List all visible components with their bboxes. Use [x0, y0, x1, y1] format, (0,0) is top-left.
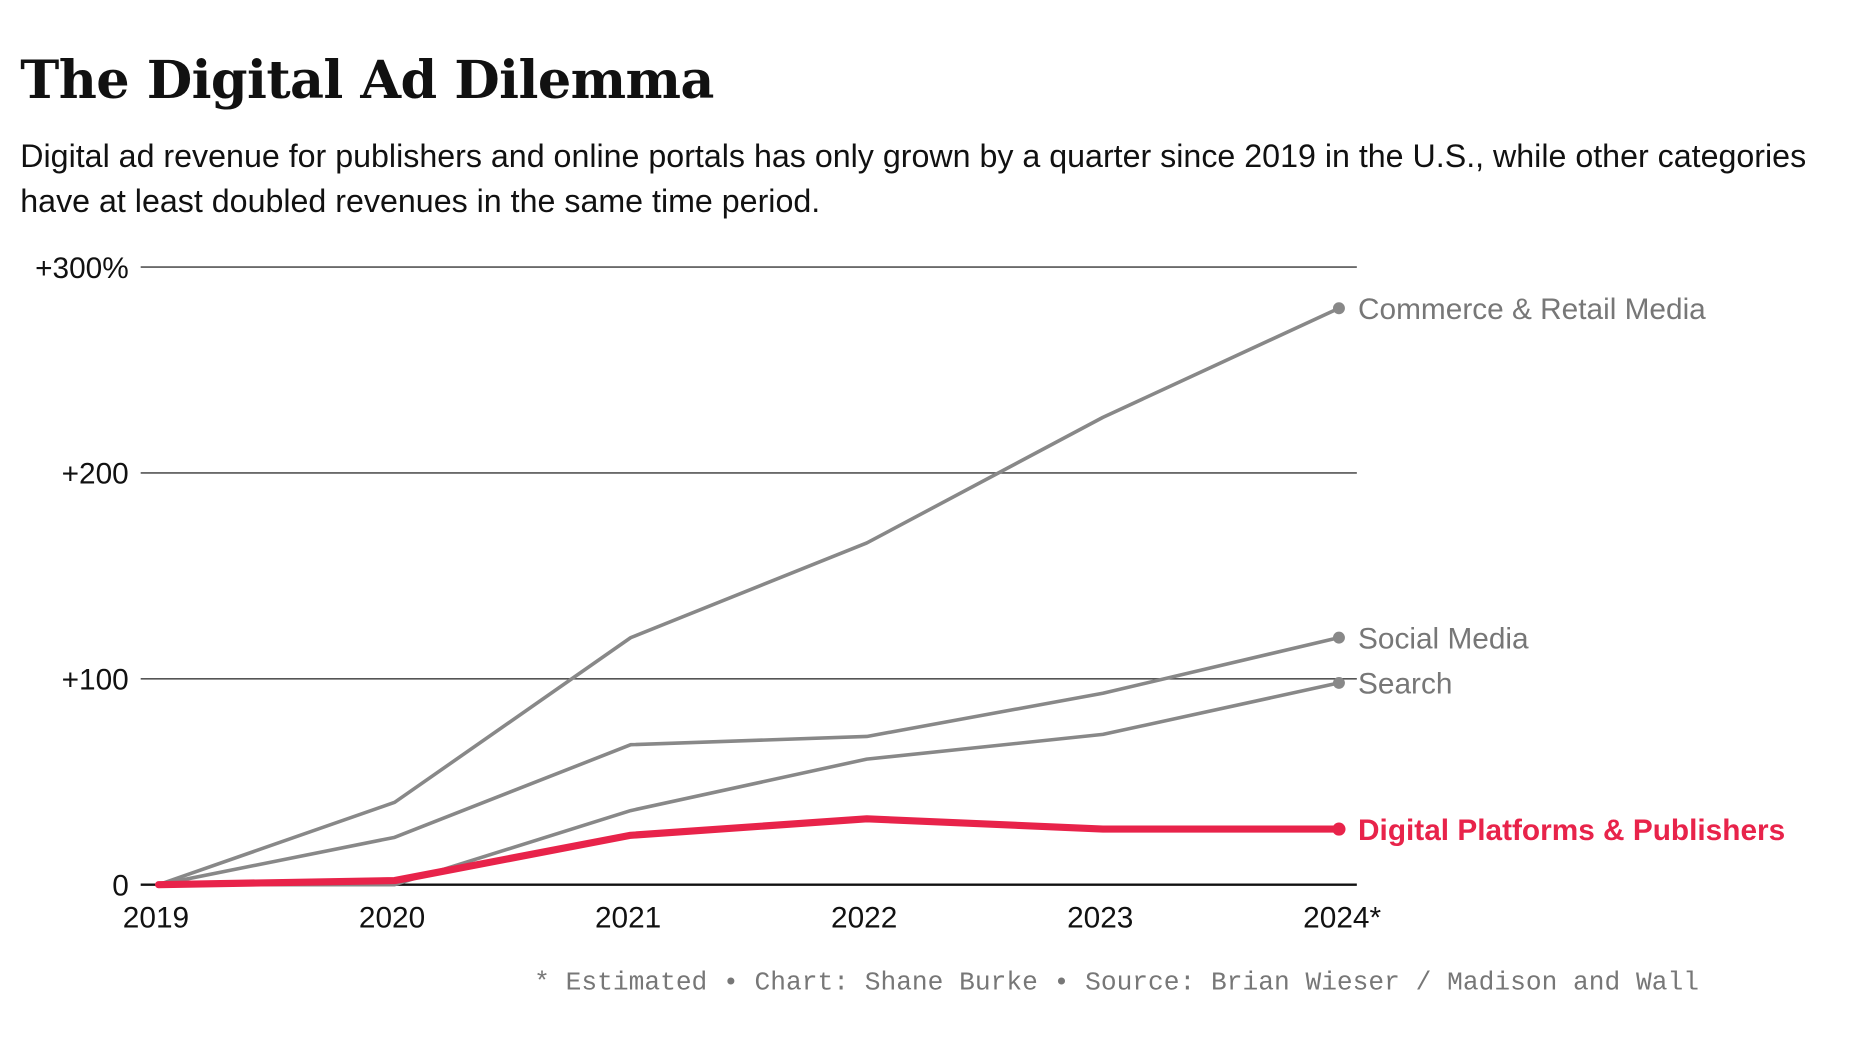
- x-tick-label: 2024*: [1303, 902, 1381, 935]
- series-end-point: [1332, 302, 1345, 315]
- y-tick-label: 0: [112, 869, 129, 902]
- x-tick-label: 2023: [1067, 902, 1133, 935]
- y-tick-label: +200: [62, 458, 129, 491]
- x-tick-label: 2020: [359, 902, 425, 935]
- x-tick-label: 2021: [595, 902, 661, 935]
- y-tick-label: +300%: [35, 252, 129, 285]
- source-footer: * Estimated • Chart: Shane Burke • Sourc…: [534, 968, 1699, 998]
- y-tick-label: +100: [62, 664, 129, 697]
- series-label: Search: [1358, 668, 1452, 701]
- series-line: [154, 815, 1343, 889]
- chart-subtitle: Digital ad revenue for publishers and on…: [20, 138, 1807, 220]
- series-line: [156, 681, 1341, 887]
- series-end-point: [1332, 631, 1345, 644]
- x-tick-label: 2022: [831, 902, 897, 935]
- series-end-point: [1332, 676, 1345, 689]
- series-label: Commerce & Retail Media: [1358, 293, 1706, 326]
- series-label: Digital Platforms & Publishers: [1358, 814, 1785, 847]
- chart-title: The Digital Ad Dilemma: [20, 50, 714, 111]
- x-tick-label: 2019: [123, 902, 189, 935]
- series-line: [156, 306, 1341, 887]
- series-line: [156, 635, 1341, 887]
- series-label: Social Media: [1358, 622, 1529, 655]
- series-end-point: [1332, 822, 1346, 836]
